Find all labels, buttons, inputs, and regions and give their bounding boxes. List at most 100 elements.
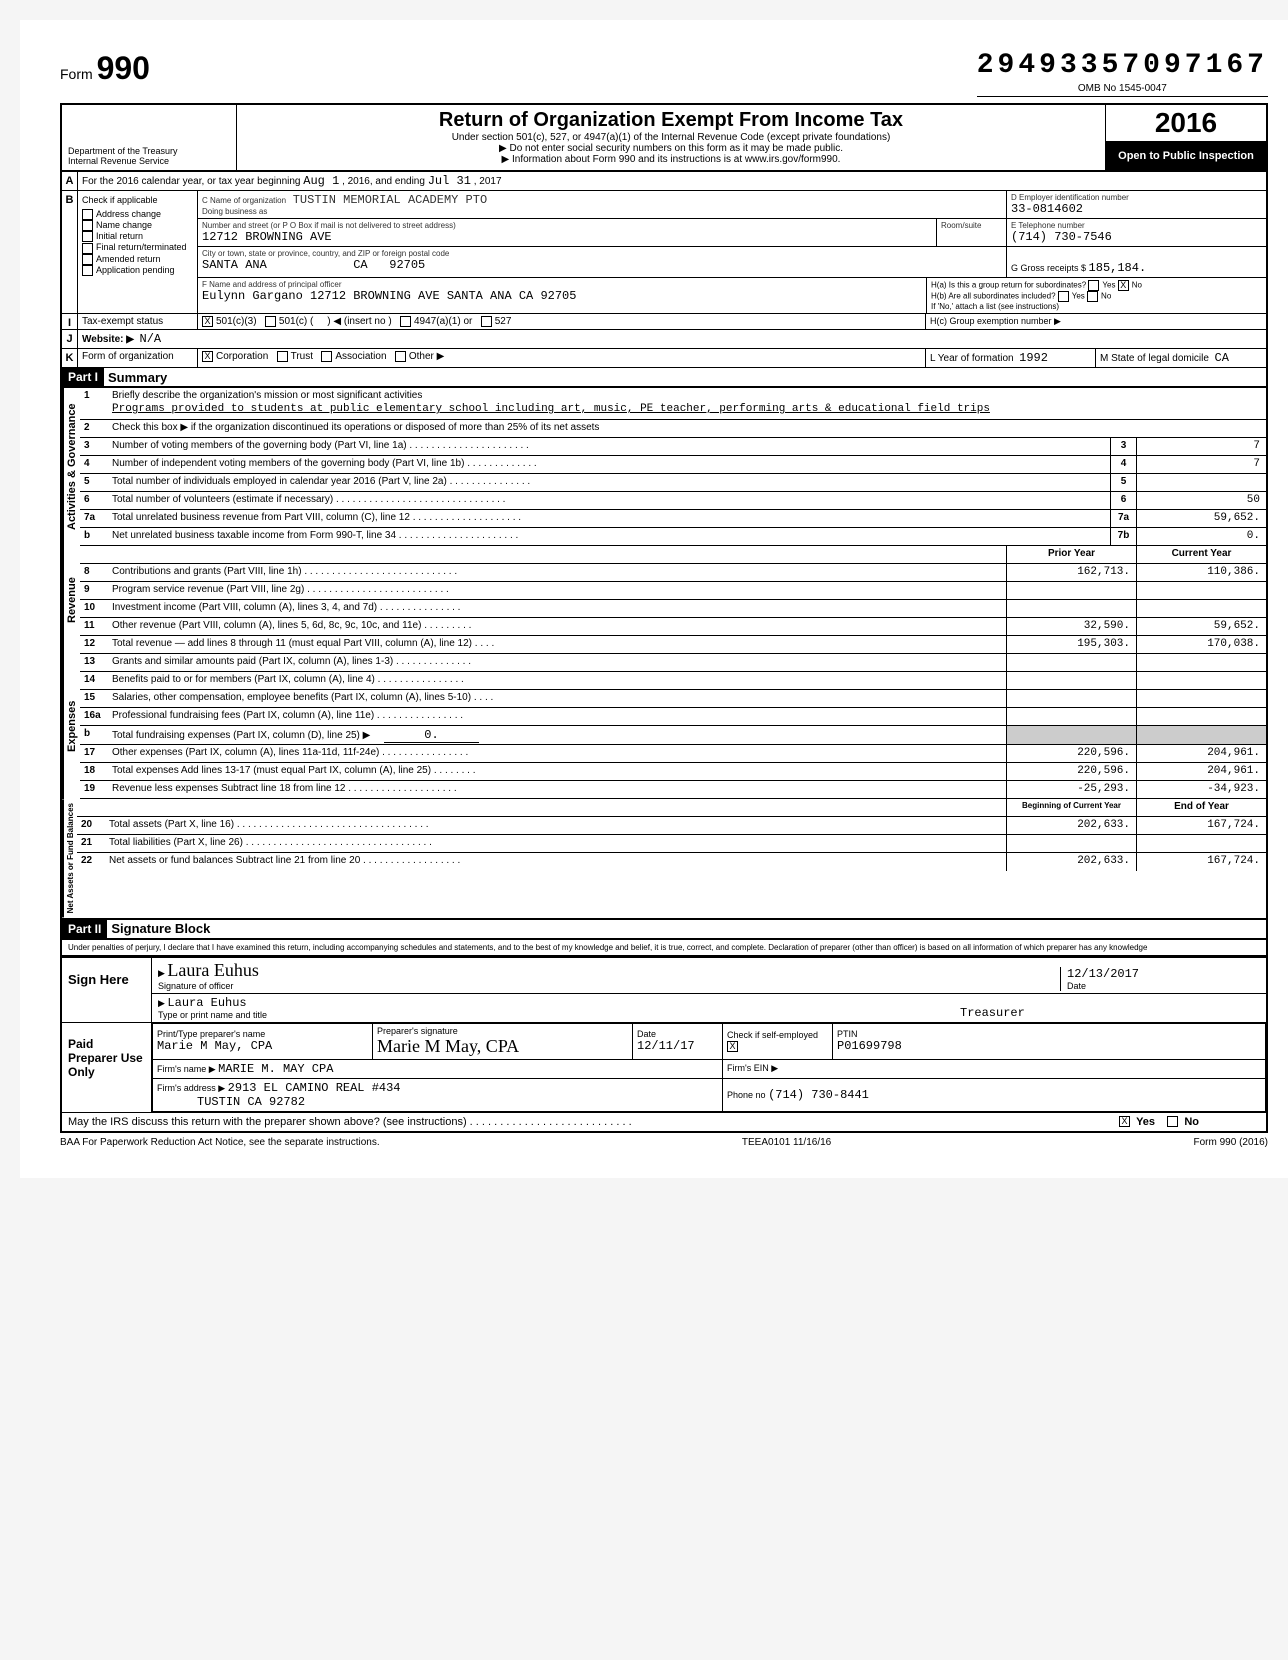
- discuss-yes[interactable]: X: [1119, 1116, 1130, 1127]
- open-inspection: Open to Public Inspection: [1106, 142, 1266, 170]
- c14: [1136, 672, 1266, 689]
- ck-address[interactable]: [82, 209, 93, 220]
- e-lbl: E Telephone number: [1011, 221, 1262, 230]
- c15: [1136, 690, 1266, 707]
- c12: 170,038.: [1136, 636, 1266, 653]
- a-end: Jul 31: [428, 174, 471, 188]
- k-corp: Corporation: [216, 351, 268, 362]
- form-990-page: Form 990 29493357097167 OMB No 1545-0047…: [20, 20, 1288, 1178]
- ck-527[interactable]: [481, 316, 492, 327]
- ck-501c3[interactable]: X: [202, 316, 213, 327]
- state: CA: [353, 258, 367, 272]
- v7a: 59,652.: [1136, 510, 1266, 527]
- c19: -34,923.: [1136, 781, 1266, 798]
- ha-yes[interactable]: [1088, 280, 1099, 291]
- vtab-net: Net Assets or Fund Balances: [62, 799, 77, 917]
- dept-treasury: Department of the Treasury: [68, 146, 230, 156]
- ck-assoc[interactable]: [321, 351, 332, 362]
- ck-pending[interactable]: [82, 265, 93, 276]
- dyes: Yes: [1136, 1116, 1155, 1128]
- p16b: [1006, 726, 1136, 744]
- k-lbl: Form of organization: [78, 349, 198, 367]
- p19: -25,293.: [1006, 781, 1136, 798]
- hb-no[interactable]: [1087, 291, 1098, 302]
- hdr-curr: Current Year: [1136, 546, 1266, 563]
- omb-number: OMB No 1545-0047: [977, 81, 1268, 97]
- part1-hdr: Part I: [62, 368, 104, 386]
- org-name: TUSTIN MEMORIAL ACADEMY PTO: [293, 193, 487, 207]
- ck-other[interactable]: [395, 351, 406, 362]
- ein: 33-0814602: [1011, 202, 1262, 216]
- firm-name: MARIE M. MAY CPA: [218, 1062, 333, 1076]
- l3-desc: Number of voting members of the governin…: [108, 438, 1110, 455]
- form-title: Return of Organization Exempt From Incom…: [241, 109, 1101, 132]
- p8: 162,713.: [1006, 564, 1136, 581]
- c13: [1136, 654, 1266, 671]
- hb-yes[interactable]: [1058, 291, 1069, 302]
- part2-title: Signature Block: [107, 921, 210, 936]
- c10: [1136, 600, 1266, 617]
- l11: Other revenue (Part VIII, column (A), li…: [108, 618, 1006, 635]
- year-formed: 1992: [1019, 351, 1048, 365]
- hdr-prior: Prior Year: [1006, 546, 1136, 563]
- teea: TEEA0101 11/16/16: [742, 1137, 831, 1148]
- fphone-lbl: Phone no: [727, 1090, 766, 1100]
- p13: [1006, 654, 1136, 671]
- l8: Contributions and grants (Part VIII, lin…: [108, 564, 1006, 581]
- ck-trust[interactable]: [277, 351, 288, 362]
- p-lbl: Print/Type preparer's name: [157, 1029, 368, 1039]
- l6-desc: Total number of volunteers (estimate if …: [108, 492, 1110, 509]
- officer-sig: Laura Euhus: [167, 960, 258, 980]
- p9: [1006, 582, 1136, 599]
- l2-desc: Check this box ▶ if the organization dis…: [108, 420, 1266, 437]
- hb2: If 'No,' attach a list (see instructions…: [931, 302, 1262, 311]
- p18: 220,596.: [1006, 763, 1136, 780]
- l7a-desc: Total unrelated business revenue from Pa…: [108, 510, 1110, 527]
- discuss-no[interactable]: [1167, 1116, 1178, 1127]
- ein-lbl: Firm's EIN ▶: [727, 1063, 778, 1073]
- i-501c3: 501(c)(3): [216, 316, 257, 327]
- state-domicile: CA: [1215, 351, 1229, 365]
- ptin-lbl: PTIN: [837, 1029, 1261, 1039]
- ck-corp[interactable]: X: [202, 351, 213, 362]
- v4: 7: [1136, 456, 1266, 473]
- row-a-label: A: [62, 172, 78, 190]
- top-row: Form 990 29493357097167 OMB No 1545-0047: [60, 50, 1268, 97]
- vtab-expenses: Expenses: [62, 654, 80, 799]
- irs-label: Internal Revenue Service: [68, 156, 230, 166]
- l13: Grants and similar amounts paid (Part IX…: [108, 654, 1006, 671]
- b20: 202,633.: [1006, 817, 1136, 834]
- p15: [1006, 690, 1136, 707]
- part2-hdr: Part II: [62, 920, 107, 938]
- opt-address: Address change: [96, 209, 161, 219]
- subtitle: Under section 501(c), 527, or 4947(a)(1)…: [241, 132, 1101, 143]
- city-lbl: City or town, state or province, country…: [202, 249, 1002, 258]
- v7b: 0.: [1136, 528, 1266, 545]
- part1-title: Summary: [104, 370, 167, 385]
- ck-4947[interactable]: [400, 316, 411, 327]
- street: 12712 BROWNING AVE: [202, 230, 932, 244]
- opt-amended: Amended return: [96, 254, 161, 264]
- l4-desc: Number of independent voting members of …: [108, 456, 1110, 473]
- psig-lbl: Preparer's signature: [377, 1026, 628, 1036]
- ck-final[interactable]: [82, 243, 93, 254]
- ck-name[interactable]: [82, 220, 93, 231]
- ck-self: Check if self-employed: [727, 1030, 818, 1040]
- city: SANTA ANA: [202, 258, 267, 272]
- dba-lbl: Doing business as: [202, 207, 1002, 216]
- perjury: Under penalties of perjury, I declare th…: [60, 940, 1268, 956]
- l10: Investment income (Part VIII, column (A)…: [108, 600, 1006, 617]
- c18: 204,961.: [1136, 763, 1266, 780]
- hb-lbl: H(b) Are all subordinates included?: [931, 292, 1056, 301]
- ck-initial[interactable]: [82, 231, 93, 242]
- ck-self-emp[interactable]: X: [727, 1041, 738, 1052]
- c17: 204,961.: [1136, 745, 1266, 762]
- e21: [1136, 835, 1266, 852]
- ck-amended[interactable]: [82, 254, 93, 265]
- ha-no[interactable]: X: [1118, 280, 1129, 291]
- sub3: ▶ Information about Form 990 and its ins…: [241, 154, 1101, 165]
- v3: 7: [1136, 438, 1266, 455]
- form-number-block: Form 990: [60, 50, 150, 87]
- ck-501c[interactable]: [265, 316, 276, 327]
- p10: [1006, 600, 1136, 617]
